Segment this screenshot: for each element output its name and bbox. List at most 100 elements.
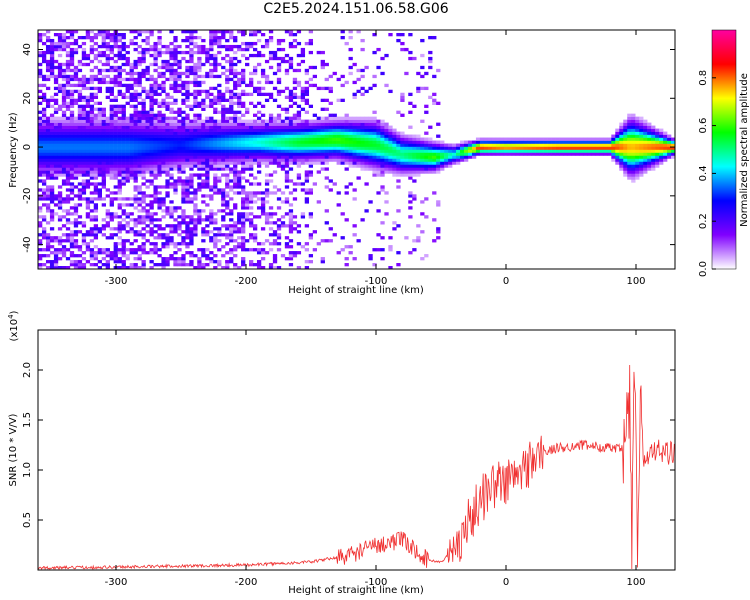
spectrogram-cell bbox=[197, 59, 202, 64]
spectrogram-cell bbox=[105, 137, 110, 141]
spectrogram-cell bbox=[105, 188, 110, 192]
spectrogram-cell bbox=[356, 158, 361, 162]
spectrogram-cell bbox=[408, 155, 413, 159]
spectrogram-cell bbox=[161, 158, 166, 162]
spectrogram-cell bbox=[109, 128, 114, 132]
spectrogram-cell bbox=[93, 155, 99, 159]
spectrogram-cell bbox=[225, 30, 230, 34]
spectrogram-cell bbox=[81, 161, 87, 165]
spectrogram-cell bbox=[304, 188, 310, 192]
spectrogram-cell bbox=[380, 146, 385, 150]
spectrogram-cell bbox=[105, 59, 110, 64]
spectrogram-cell bbox=[627, 152, 632, 156]
spectrogram-cell bbox=[137, 233, 142, 237]
spectrogram-cell bbox=[396, 110, 401, 114]
spectrogram-cell bbox=[627, 146, 632, 150]
spectrogram-cell bbox=[113, 245, 118, 249]
spectrogram-cell bbox=[197, 221, 202, 225]
spectrogram-cell bbox=[133, 230, 138, 234]
spectrogram-cell bbox=[328, 131, 333, 135]
spectrogram-cell bbox=[249, 140, 254, 144]
spectrogram-cell bbox=[304, 158, 310, 162]
spectrogram-cell bbox=[368, 167, 373, 171]
spectrogram-cell bbox=[499, 152, 505, 156]
spectrogram-cell bbox=[61, 200, 67, 204]
spectrogram-cell bbox=[611, 137, 616, 141]
spectrogram-cell bbox=[205, 263, 210, 267]
spectrogram-cell bbox=[643, 161, 648, 165]
spectrogram-cell bbox=[205, 92, 210, 97]
spectrogram-cell bbox=[53, 263, 59, 267]
spectrogram-cell bbox=[161, 260, 166, 264]
spectrogram-cell bbox=[117, 188, 122, 192]
spectrogram-cell bbox=[61, 95, 67, 100]
spectrogram-cell bbox=[73, 140, 79, 144]
spectrogram-cell bbox=[117, 215, 122, 219]
spectrogram-cell bbox=[308, 140, 314, 144]
spectrogram-cell bbox=[149, 179, 154, 183]
spectrogram-cell bbox=[181, 191, 186, 195]
spectrogram-cell bbox=[77, 221, 83, 225]
spectrogram-cell bbox=[316, 122, 321, 126]
spectrogram-cell bbox=[53, 59, 59, 64]
spectrogram-cell bbox=[304, 125, 310, 129]
spectrogram-cell bbox=[627, 155, 632, 159]
spectrogram-cell bbox=[93, 230, 99, 234]
spectrogram-cell bbox=[109, 257, 114, 261]
spectrogram-cell bbox=[93, 152, 99, 156]
spectrogram-cell bbox=[201, 254, 206, 258]
spectrogram-cell bbox=[121, 242, 126, 246]
spectrogram-cell bbox=[185, 200, 190, 204]
spectrogram-cell bbox=[201, 185, 206, 189]
spectrogram-cell bbox=[73, 47, 79, 52]
spectrogram-cell bbox=[89, 254, 95, 258]
spectrogram-cell bbox=[623, 158, 628, 162]
spectrogram-cell bbox=[233, 95, 238, 100]
spectrogram-cell bbox=[77, 44, 83, 49]
spectrogram-cell bbox=[81, 221, 87, 225]
spectrogram-cell bbox=[173, 56, 178, 61]
spectrogram-cell bbox=[268, 143, 274, 147]
spectrogram-cell bbox=[97, 77, 102, 82]
spectrogram-cell bbox=[352, 152, 357, 156]
spectrogram-cell bbox=[113, 212, 118, 216]
spectrogram-cell bbox=[57, 200, 63, 204]
spectrogram-cell bbox=[372, 119, 377, 123]
spectrogram-cell bbox=[57, 146, 63, 150]
spectrogram-cell bbox=[141, 242, 146, 246]
spectrogram-cell bbox=[205, 137, 210, 141]
spectrogram-cell bbox=[360, 119, 365, 123]
spectrogram-cell bbox=[535, 149, 540, 153]
spectrogram-cell bbox=[105, 89, 110, 94]
spectrogram-cell bbox=[201, 149, 206, 153]
spectrogram-cell bbox=[217, 140, 222, 144]
spectrogram-cell bbox=[288, 218, 294, 222]
spectrogram-cell bbox=[237, 98, 242, 102]
spectrogram-cell bbox=[388, 248, 393, 252]
spectrogram-cell bbox=[547, 143, 552, 147]
spectrogram-cell bbox=[185, 137, 190, 141]
spectrogram-cell bbox=[61, 137, 67, 141]
spectrogram-cell bbox=[655, 146, 660, 150]
spectrogram-cell bbox=[225, 155, 230, 159]
spectrogram-cell bbox=[479, 143, 485, 147]
spectrogram-cell bbox=[45, 155, 51, 159]
spectrogram-cell bbox=[213, 68, 218, 73]
spectrogram-cell bbox=[185, 80, 190, 85]
spectrogram-cell bbox=[205, 218, 210, 222]
spectrogram-cell bbox=[77, 131, 83, 135]
spectrogram-cell bbox=[165, 224, 170, 228]
spectrogram-cell bbox=[249, 83, 254, 88]
spectrogram-cell bbox=[93, 167, 99, 171]
spectrogram-cell bbox=[121, 251, 126, 255]
spectrogram-cell bbox=[85, 62, 91, 67]
spectrogram-cell bbox=[256, 143, 262, 147]
spectrogram-cell bbox=[249, 53, 254, 58]
spectrogram-cell bbox=[109, 137, 114, 141]
spectrogram-cell bbox=[475, 137, 481, 141]
spectrogram-cell bbox=[129, 248, 134, 252]
spectrogram-cell bbox=[193, 50, 198, 55]
spectrogram-cell bbox=[352, 140, 357, 144]
spectrogram-cell bbox=[344, 155, 349, 159]
spectrogram-cell bbox=[436, 101, 441, 105]
